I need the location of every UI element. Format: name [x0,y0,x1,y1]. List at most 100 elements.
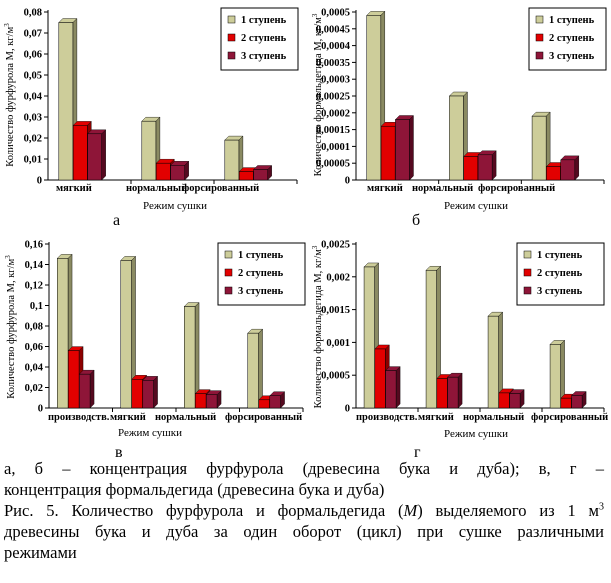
caption-line-3: Рис. 5. Количество фурфурола и формальде… [4,500,604,521]
x-tick-label: производств. [48,412,110,423]
legend-swatch [224,268,233,277]
x-tick-label: производств. [356,412,418,423]
bar [385,370,397,409]
bar [477,154,493,181]
bar [498,392,510,409]
bar-side [395,366,401,409]
caption-line-5: режимами [4,543,77,562]
x-tick-label: форсированный [225,412,302,423]
bar [68,350,80,409]
bar [269,395,281,409]
panel-letter: б [412,212,420,229]
bar [546,166,561,181]
y-axis-title: Количество формальдегида М, кг/м3 [311,13,324,176]
legend-label: 2 ступень [549,33,595,44]
legend-swatch [535,15,544,24]
x-tick-label: мягкий [418,412,454,423]
y-axis-title-text: Количество фурфурола М, кг/м [6,258,17,398]
bar [531,115,547,181]
y-tick-label: 0,04 [24,92,43,103]
y-tick-label: 0 [345,176,350,187]
legend-label: 1 ступень [241,15,287,26]
y-tick-label: 0,06 [24,50,42,61]
bar [184,306,196,409]
panel-letter: в [115,444,123,461]
y-tick-label: 0,0002 [321,108,350,119]
legend: 1 ступень 2 ступень 3 ступень [516,242,605,306]
y-tick-label: 0 [37,176,42,187]
legend-swatch [535,51,544,60]
bar [141,120,157,181]
bar [57,258,69,409]
caption-variable: M [403,501,418,520]
legend-label: 1 ступень [537,250,583,261]
bar [72,125,88,181]
legend-swatch [224,250,233,259]
y-tick-label: 0 [38,404,43,415]
bar [258,399,270,409]
legend-swatch [523,268,532,277]
legend-swatch [535,33,544,42]
x-tick-label: форсированный [182,183,259,194]
y-tick-label: 0,00015 [316,125,350,136]
bar-side [101,129,106,181]
legend-swatch [523,250,532,259]
x-tick-label: мягкий [56,183,92,194]
legend-label: 3 ступень [238,286,284,297]
bar-side [491,150,497,181]
bar [206,394,218,409]
y-axis-title: Количество формальдегида М, кг/м3 [311,245,324,408]
legend-swatch [227,15,236,24]
bar [195,393,207,409]
panel-letter: г [414,444,421,461]
y-tick-label: 0,0001 [321,142,350,153]
y-tick-label: 0,00045 [316,24,350,35]
y-tick-label: 0,002 [326,272,350,283]
legend-label: 2 ступень [537,268,583,279]
caption-line-3-end: ) выделяемого из 1 м [417,501,599,520]
bar-side [457,372,463,409]
legend-label: 3 ступень [549,51,595,62]
legend-swatch [227,51,236,60]
x-tick-label: форсированный [531,412,608,423]
bar-side [409,115,414,181]
panel-letter: а [113,212,120,229]
caption-line-2: концентрация формальдегида (древесина бу… [4,480,385,499]
x-axis-title: Режим сушки [118,427,182,439]
legend: 1 ступень 2 ступень 3 ступень [217,242,306,306]
y-tick-label: 0,00025 [316,92,350,103]
bar [425,269,437,409]
bar [247,332,259,409]
bar [509,393,521,409]
y-tick-label: 0,0005 [321,8,350,19]
y-tick-label: 0,02 [24,134,42,145]
bar [436,378,448,409]
bar [120,260,132,409]
bar [449,95,464,181]
legend-label: 3 ступень [537,286,583,297]
y-tick-label: 0,04 [25,363,44,374]
y-tick-label: 0,12 [25,281,43,292]
bar [366,15,382,181]
bar [253,169,268,181]
caption-line-3-start: Рис. 5. Количество фурфурола и формальде… [4,501,404,520]
chart-panel-3: 0 0,02 0,04 0,06 0,08 0,1 0,12 0,14 0,16 производ… [4,240,306,461]
x-axis-title: Режим сушки [143,200,207,212]
bar [238,171,254,181]
y-tick-label: 0,01 [24,155,42,166]
legend-box [217,242,306,306]
bar [549,344,561,409]
y-axis-title-superscript: 3 [3,23,11,27]
y-tick-label: 0,00005 [316,159,350,170]
x-tick-label: нормальный [463,412,524,423]
y-tick-label: 0,0003 [321,75,350,86]
y-tick-label: 0,0004 [321,41,351,52]
y-tick-label: 0,05 [24,71,42,82]
y-tick-label: 0 [345,404,350,415]
bar [224,139,240,181]
bar [447,376,459,409]
y-tick-label: 0,03 [24,113,42,124]
chart-panel-1: 0 0,01 0,02 0,03 0,04 0,05 0,06 0,07 0,08 мягкий н… [3,7,299,229]
legend-swatch [523,286,532,295]
x-tick-label: нормальный [126,183,187,194]
